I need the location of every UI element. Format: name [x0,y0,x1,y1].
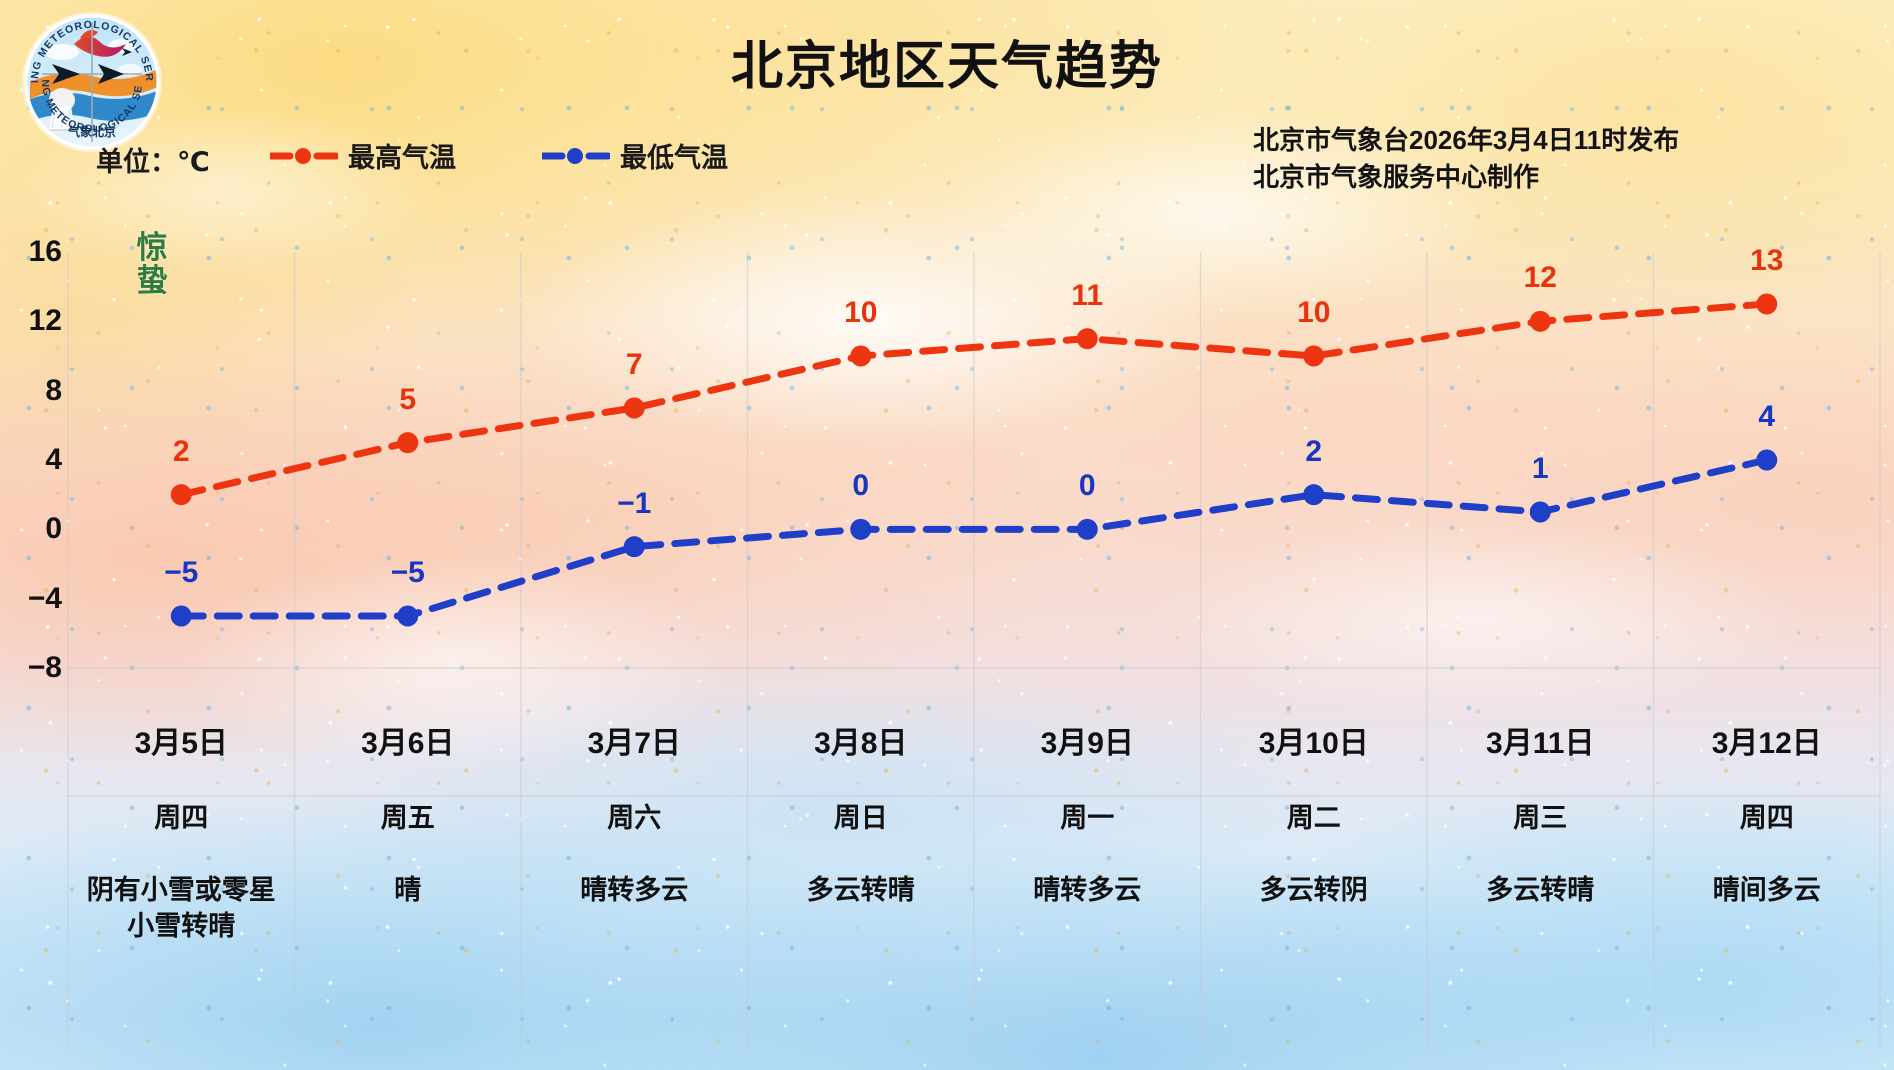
legend-label-high: 最高气温 [348,143,456,173]
day-weather: 晴间多云 [1712,875,1821,905]
day-date: 3月8日 [814,727,908,760]
issue-line-1: 北京市气象台2026年3月4日11时发布 [1253,125,1680,155]
high-temp-label: 11 [1071,278,1104,312]
y-axis-tick: −4 [27,581,62,615]
low-temp-point [1303,484,1325,506]
day-columns: 3月5日 周四 阴有小雪或零星 小雪转晴 3月6日 周五晴 3月7日 周六 晴转多云 3月8日 周日… [0,668,1894,1070]
day-weekday: 周六 [607,803,662,833]
day-date: 3月12日 [1711,727,1822,760]
day-weather: 多云转晴 [806,875,915,905]
low-temp-line [177,456,1771,620]
high-temp-point [623,397,645,419]
beijing-meteorological-service-logo: BEIJING METEOROLOGICAL SERVICE BEIJING M… [18,8,162,152]
legend-item-high: 最高气温 [270,136,456,175]
low-temp-point [170,605,192,627]
y-axis-tick: 0 [45,512,62,546]
high-temp-label: 12 [1523,261,1557,295]
low-temp-label: 4 [1758,400,1776,433]
low-temp-point [623,536,645,558]
day-column[interactable]: 3月12日周四晴间多云 [1654,668,1881,1070]
day-date: 3月5日 [134,727,228,760]
high-temp-point [1076,328,1098,350]
low-temp-label: −1 [617,486,652,520]
day-date: 3月10日 [1258,727,1369,760]
low-temp-label: −5 [164,556,199,589]
low-temp-point [1756,449,1778,471]
day-weather: 晴转多云 [1033,875,1142,905]
high-temp-line [177,300,1771,499]
day-date: 3月9日 [1040,727,1134,760]
chart-legend: 最高气温 最低气温 [270,136,728,175]
low-temp-label: 2 [1305,434,1323,468]
issue-line-2: 北京市气象服务中心制作 [1253,161,1540,192]
day-weekday: 周日 [833,803,888,833]
y-axis: 16 12 8 4 0 −4 −8 [0,0,70,1070]
day-weekday: 周二 [1286,803,1341,833]
day-column[interactable]: 3月7日周六晴转多云 [521,668,748,1070]
high-temp-label: 5 [399,382,417,416]
day-column[interactable]: 3月5日周四阴有小雪或零星 小雪转晴 [68,668,295,1070]
day-weekday: 周四 [1739,803,1794,833]
day-weekday: 周四 [154,803,209,833]
low-temp-label: −5 [390,556,425,589]
day-column[interactable]: 3月11日周三多云转晴 [1427,668,1654,1070]
high-temp-label: 7 [625,348,643,381]
high-temp-label: 10 [844,296,878,329]
solar-term-char: 惊 [136,230,168,265]
y-axis-tick: 12 [28,304,62,338]
low-temp-point [1529,501,1551,523]
low-temp-point [1076,518,1098,540]
high-temp-point [1529,310,1551,332]
day-weather: 阴有小雪或零星 小雪转晴 [86,875,276,941]
day-weather: 多云转晴 [1486,875,1595,905]
low-temp-point [850,518,872,540]
high-temp-point [170,484,192,506]
legend-swatch-low-icon [542,147,610,164]
day-weather: 晴 [394,875,422,905]
day-column[interactable]: 3月9日周一晴转多云 [974,668,1201,1070]
low-temp-label: 1 [1531,452,1549,485]
day-weekday: 周一 [1060,803,1115,833]
svg-text:气象北京: 气象北京 [67,124,116,139]
day-column[interactable]: 3月8日周日多云转晴 [748,668,975,1070]
high-temp-label: 2 [172,434,190,468]
solar-term-annotation: 惊蛰 [132,230,172,298]
solar-term-char: 蛰 [136,262,168,298]
y-axis-tick: 16 [28,235,62,268]
issue-info: 北京市气象台2026年3月4日11时发布 北京市气象服务中心制作 [1253,122,1679,196]
day-date: 3月6日 [361,727,455,760]
legend-item-low: 最低气温 [542,136,728,175]
low-temp-point [397,605,419,627]
day-column[interactable]: 3月6日周五晴 [295,668,522,1070]
high-temp-point [1756,293,1778,315]
y-axis-tick: 4 [45,443,62,476]
high-temp-label: 13 [1750,244,1784,277]
day-date: 3月7日 [587,727,681,760]
day-weekday: 周五 [380,803,435,833]
high-temp-label: 10 [1297,296,1331,329]
page-title: 北京地区天气趋势 [730,38,1163,96]
high-temp-point [397,432,419,454]
legend-label-low: 最低气温 [620,143,728,173]
day-date: 3月11日 [1486,727,1595,760]
day-weather: 多云转阴 [1259,875,1368,905]
high-temp-point [850,345,872,367]
day-column[interactable]: 3月10日周二多云转阴 [1201,668,1428,1070]
y-axis-tick: 8 [45,373,62,407]
day-weekday: 周三 [1513,803,1568,833]
high-temp-point [1303,345,1325,367]
day-weather: 晴转多云 [580,875,689,905]
legend-swatch-high-icon [270,147,338,164]
low-temp-label: 0 [1078,469,1096,503]
unit-label: 单位：℃ [96,147,210,177]
low-temp-label: 0 [852,469,870,503]
y-axis-tick: −8 [27,651,62,684]
